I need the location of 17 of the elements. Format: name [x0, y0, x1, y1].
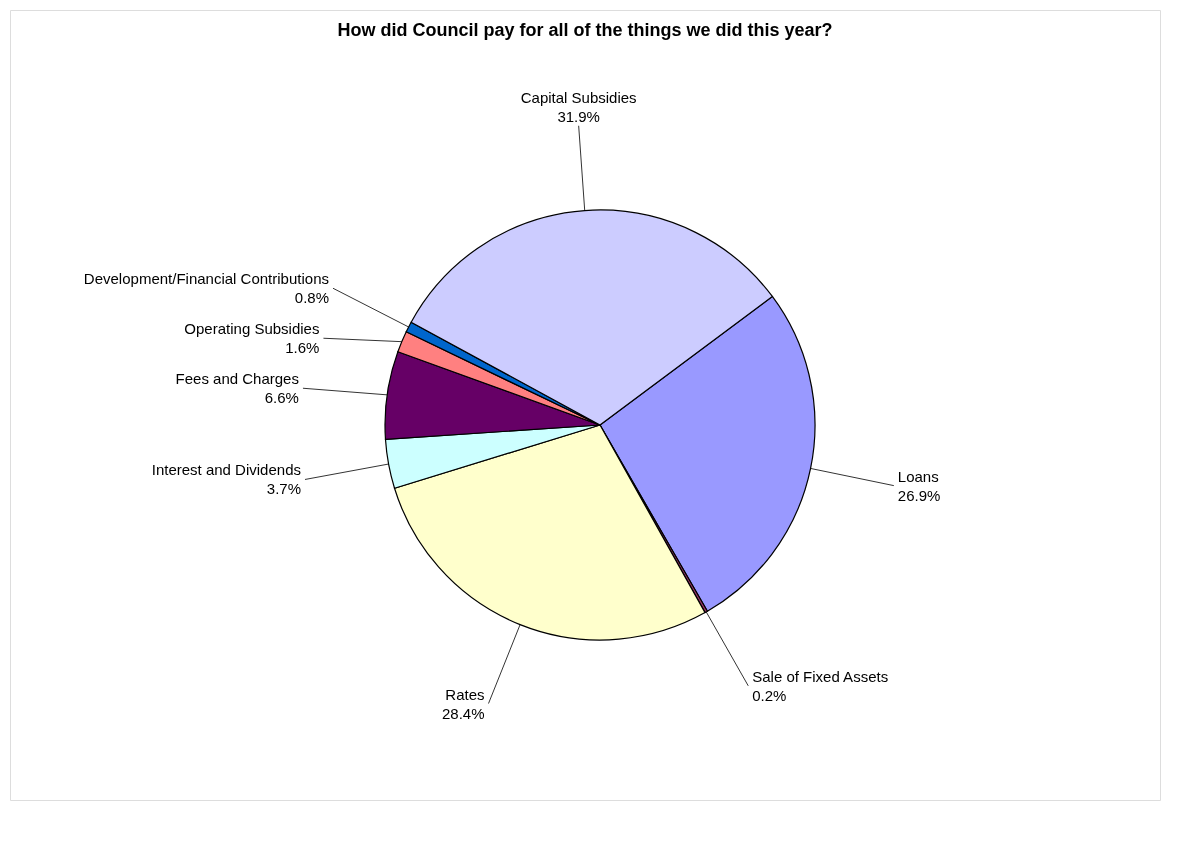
slice-label: Sale of Fixed Assets	[752, 667, 889, 685]
chart-title: How did Council pay for all of the things we did this year?	[337, 20, 833, 40]
slice-label: Operating Subsidies	[184, 320, 320, 338]
slice-label: Rates	[445, 685, 485, 703]
data-label: 0.2%	[752, 686, 787, 704]
slice-label: Development/Financial Contributions	[83, 270, 329, 288]
slice-label: Loans	[897, 467, 939, 485]
data-label: 31.9%	[557, 107, 600, 125]
slice-label: Interest and Dividends	[151, 461, 301, 479]
data-label: 0.8%	[294, 289, 329, 307]
data-label: 28.4%	[441, 704, 485, 722]
data-label: 26.9%	[897, 486, 941, 504]
data-label: 1.6%	[285, 339, 320, 357]
slice-label: Fees and Charges	[175, 370, 299, 388]
slice-label: Capital Subsidies	[520, 88, 637, 106]
data-label: 3.7%	[266, 480, 301, 498]
data-label: 6.6%	[264, 389, 299, 407]
